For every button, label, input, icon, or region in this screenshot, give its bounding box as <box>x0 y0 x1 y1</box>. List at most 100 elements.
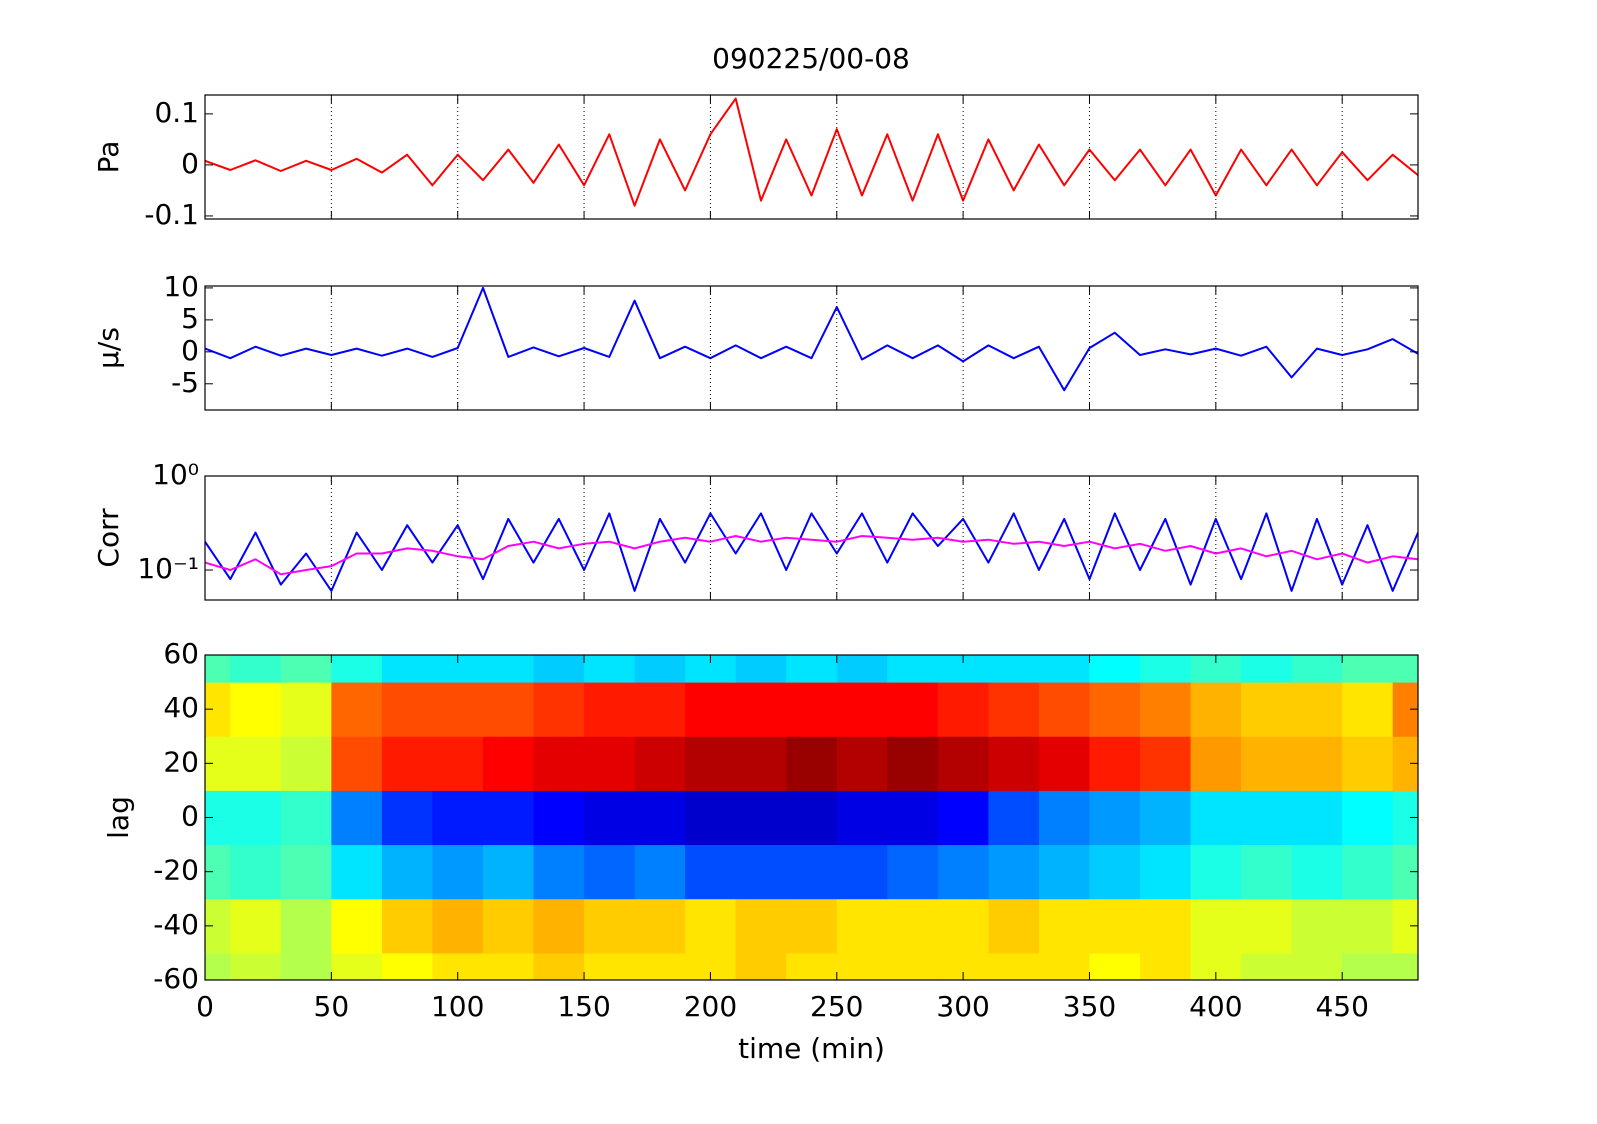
y-tick-label: 0.1 <box>154 96 199 129</box>
series-line <box>205 512 1418 592</box>
heat-cell <box>634 844 686 900</box>
heat-cell <box>1140 736 1192 791</box>
heat-cell <box>331 682 383 737</box>
y-tick-label: 10 <box>163 270 199 303</box>
heat-cell <box>1038 844 1090 900</box>
heat-cell <box>432 682 484 737</box>
x-tick-label: 50 <box>314 990 350 1023</box>
heat-cell <box>836 736 888 791</box>
heat-cell <box>381 682 433 737</box>
heat-cell <box>1089 682 1141 737</box>
x-axis-label: time (min) <box>738 1032 885 1065</box>
heat-cell <box>1241 952 1293 980</box>
heat-cell <box>836 682 888 737</box>
heat-cell <box>887 898 939 954</box>
heat-cell <box>937 790 989 846</box>
heat-cell <box>887 844 939 900</box>
heat-cell <box>280 736 332 791</box>
heat-cell <box>533 655 585 683</box>
heat-cell <box>685 898 737 954</box>
heat-cell <box>1392 952 1418 980</box>
series-line <box>205 535 1418 576</box>
x-tick-label: 200 <box>684 990 737 1023</box>
heat-cell <box>280 952 332 980</box>
heat-cell <box>381 898 433 954</box>
heat-cell <box>230 898 282 954</box>
x-tick-label: 150 <box>557 990 610 1023</box>
heat-cell <box>887 655 939 683</box>
x-tick-label: 450 <box>1315 990 1368 1023</box>
heat-cell <box>988 655 1040 683</box>
heat-cell <box>482 655 535 683</box>
heat-cell <box>1342 952 1394 980</box>
heat-cell <box>685 844 737 900</box>
heat-cell <box>937 898 989 954</box>
heat-cell <box>1089 844 1141 900</box>
heat-cell <box>634 736 686 791</box>
y-tick-label: 0 <box>181 800 199 833</box>
heat-cell <box>1342 790 1394 846</box>
heat-cell <box>533 736 585 791</box>
heat-cell <box>584 736 636 791</box>
heat-cell <box>482 790 535 846</box>
heat-cell <box>584 898 636 954</box>
heat-cell <box>533 952 585 980</box>
heat-cell <box>634 655 686 683</box>
heat-cell <box>533 682 585 737</box>
plot-area <box>205 655 1418 980</box>
heat-cell <box>988 898 1040 954</box>
y-tick-label: 5 <box>181 302 199 335</box>
heat-cell <box>1291 844 1343 900</box>
heat-cell <box>1342 655 1394 683</box>
heat-cell <box>1291 736 1343 791</box>
heat-cell <box>937 844 989 900</box>
heat-cell <box>482 898 535 954</box>
x-tick-label: 0 <box>196 990 214 1023</box>
heat-cell <box>634 790 686 846</box>
heat-cell <box>1140 655 1192 683</box>
axes-box <box>204 285 1419 411</box>
heat-cell <box>1241 844 1293 900</box>
heat-cell <box>1241 682 1293 737</box>
x-tick-label: 400 <box>1189 990 1242 1023</box>
heat-cell <box>381 790 433 846</box>
heat-cell <box>786 844 838 900</box>
heat-cell <box>634 898 686 954</box>
plot-area <box>205 97 1418 207</box>
heat-cell <box>1140 790 1192 846</box>
heat-cell <box>735 952 787 980</box>
heat-cell <box>230 655 282 683</box>
heat-cell <box>634 952 686 980</box>
plot-area <box>205 512 1418 592</box>
heat-cell <box>331 898 383 954</box>
heat-cell <box>331 844 383 900</box>
heat-cell <box>887 952 939 980</box>
heat-cell <box>1190 844 1242 900</box>
heat-cell <box>533 898 585 954</box>
heat-cell <box>584 844 636 900</box>
y-tick-label: 10⁰ <box>152 458 199 491</box>
heat-cell <box>735 844 787 900</box>
heat-cell <box>1241 736 1293 791</box>
heat-cell <box>1038 736 1090 791</box>
heat-cell <box>735 736 787 791</box>
heat-cell <box>331 736 383 791</box>
heat-cell <box>1089 655 1141 683</box>
heat-cell <box>1038 952 1090 980</box>
y-axis-label: μ/s <box>92 327 125 369</box>
heat-cell <box>887 736 939 791</box>
heat-cell <box>280 655 332 683</box>
heat-cell <box>1342 898 1394 954</box>
heat-cell <box>280 682 332 737</box>
heat-cell <box>988 952 1040 980</box>
heat-cell <box>1089 898 1141 954</box>
y-tick-label: 0 <box>181 147 199 180</box>
heat-cell <box>381 952 433 980</box>
heat-cell <box>685 790 737 846</box>
heat-cell <box>988 736 1040 791</box>
y-tick-label: 20 <box>163 745 199 778</box>
heat-cell <box>1089 790 1141 846</box>
heat-cell <box>482 952 535 980</box>
heat-cell <box>735 655 787 683</box>
